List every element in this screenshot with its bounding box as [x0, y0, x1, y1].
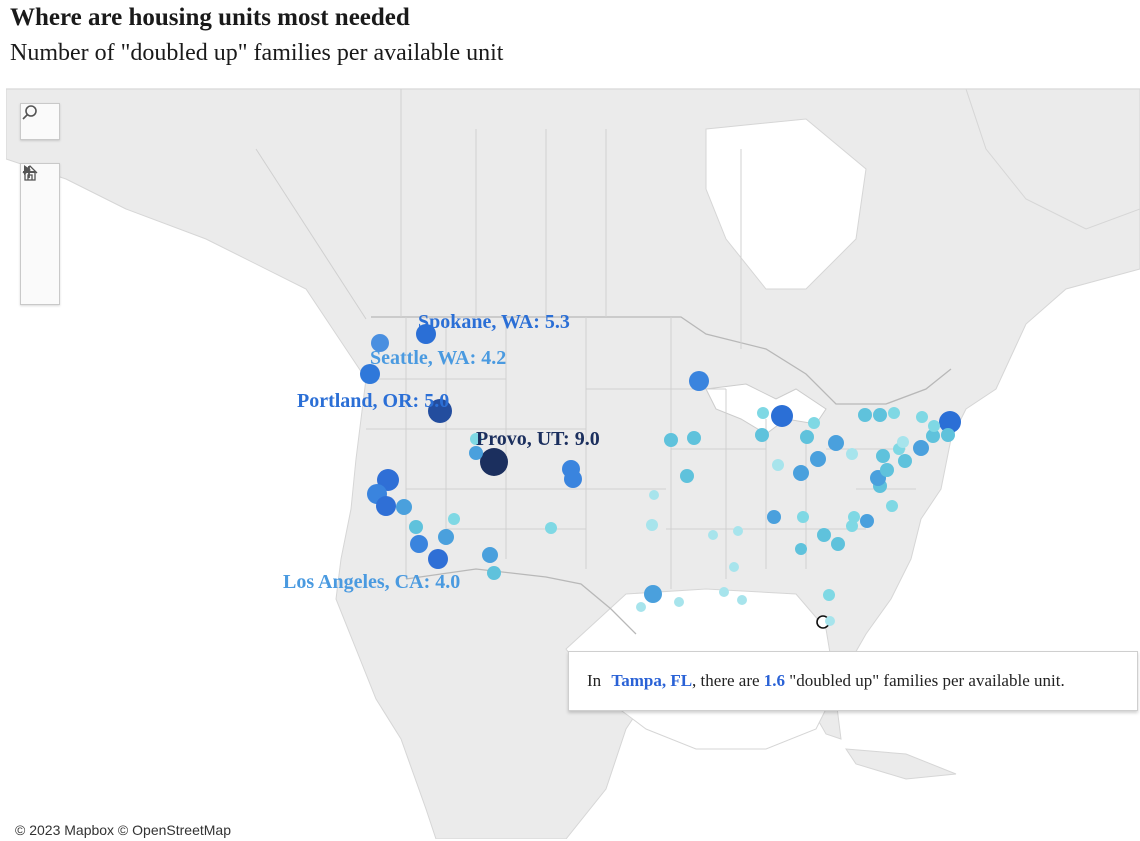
- marker-ca-3: [376, 496, 396, 516]
- marker-va-3: [897, 436, 909, 448]
- marker-ok: [646, 519, 658, 531]
- marker-ky: [772, 459, 784, 471]
- marker-tn-2: [797, 511, 809, 523]
- marker-portland: [428, 399, 452, 423]
- label-portland: Portland, OR: 5.0: [297, 390, 450, 412]
- marker-ny-2: [873, 408, 887, 422]
- chart-subtitle: Number of "doubled up" families per avai…: [10, 40, 504, 66]
- play-arrow-icon[interactable]: [21, 165, 59, 304]
- tooltip-value: 1.6: [763, 671, 786, 690]
- tooltip-city: Tampa, FL: [611, 671, 693, 690]
- marker-tx-1: [644, 585, 662, 603]
- marker-tx-3: [674, 597, 684, 607]
- marker-al: [795, 543, 807, 555]
- marker-az-1: [482, 547, 498, 563]
- marker-co-2: [564, 470, 582, 488]
- tooltip-middle: , there are: [692, 671, 764, 690]
- map-attribution[interactable]: © 2023 Mapbox © OpenStreetMap: [12, 821, 234, 839]
- marker-nc-2: [848, 511, 860, 523]
- marker-ne-3: [808, 417, 820, 429]
- marker-va-2: [886, 500, 898, 512]
- label-provo: Provo, UT: 9.0: [476, 428, 600, 450]
- marker-wi: [689, 371, 709, 391]
- marker-fl-2: [825, 616, 835, 626]
- marker-nj: [913, 440, 929, 456]
- marker-nc-1: [860, 514, 874, 528]
- marker-ga-1: [817, 528, 831, 542]
- marker-ut-2: [469, 446, 483, 460]
- marker-mi: [771, 405, 793, 427]
- marker-ri: [928, 420, 940, 432]
- marker-ct: [926, 429, 940, 443]
- province-borders: [255, 89, 742, 349]
- tooltip-prefix: In: [587, 671, 606, 690]
- marker-in-2: [755, 428, 769, 442]
- marker-ca-6: [438, 529, 454, 545]
- marker-oh-3: [810, 451, 826, 467]
- marker-pa-1: [846, 448, 858, 460]
- marker-provo: [480, 448, 508, 476]
- label-los-angeles: Los Angeles, CA: 4.0: [283, 571, 461, 593]
- marker-oh-1: [800, 430, 814, 444]
- marker-fl-4: [737, 595, 747, 605]
- marker-ma-2: [941, 428, 955, 442]
- label-spokane: Spokane, WA: 5.3: [418, 311, 570, 333]
- marker-ny-1: [858, 408, 872, 422]
- water-hudson-bay: [705, 118, 867, 290]
- marker-ut-3: [470, 433, 482, 445]
- marker-ca-1: [377, 469, 399, 491]
- marker-ma: [939, 411, 961, 433]
- city-markers[interactable]: [360, 324, 961, 629]
- chart-title: Where are housing units most needed: [10, 4, 410, 31]
- marker-in-1: [757, 407, 769, 419]
- marker-fl-1: [823, 589, 835, 601]
- marker-az-2: [487, 566, 501, 580]
- marker-tx-2: [636, 602, 646, 612]
- border-us-canada: [371, 316, 952, 405]
- marker-spokane: [416, 324, 436, 344]
- marker-nm: [545, 522, 557, 534]
- marker-ca-4: [396, 499, 412, 515]
- marker-ms: [733, 526, 743, 536]
- label-seattle: Seattle, WA: 4.2: [370, 347, 507, 369]
- land-cuba: [845, 748, 957, 780]
- marker-ny-4: [916, 411, 928, 423]
- map-view[interactable]: © 2023 Mapbox © OpenStreetMap: [6, 88, 1140, 839]
- marker-ar: [708, 530, 718, 540]
- marker-oh-2: [828, 435, 844, 451]
- marker-pa-2: [876, 449, 890, 463]
- home-icon[interactable]: [21, 165, 59, 269]
- marker-fl-3: [729, 562, 739, 572]
- marker-la: [428, 549, 448, 569]
- map-tooltip: In Tampa, FL , there are 1.6 "doubled up…: [568, 651, 1138, 711]
- border-us-mexico: [405, 568, 637, 635]
- marker-sc: [846, 520, 858, 532]
- marker-seattle-area: [360, 364, 380, 384]
- tooltip-suffix: "doubled up" families per available unit…: [785, 671, 1065, 690]
- marker-ks: [649, 490, 659, 500]
- marker-nv: [448, 513, 460, 525]
- marker-ny-3: [888, 407, 900, 419]
- map-zoom-controls[interactable]: [20, 163, 60, 305]
- marker-tn-1: [767, 510, 781, 524]
- search-icon[interactable]: [21, 104, 59, 139]
- marker-ne-1: [664, 433, 678, 447]
- marker-ca-7: [409, 520, 423, 534]
- marker-oh-4: [793, 465, 809, 481]
- marker-mo: [680, 469, 694, 483]
- marker-ne-2: [687, 431, 701, 445]
- marker-seattle: [371, 334, 389, 352]
- minus-icon[interactable]: [21, 171, 59, 234]
- land-greenland: [965, 89, 1140, 230]
- map-search-control[interactable]: [20, 103, 60, 140]
- marker-md: [880, 463, 894, 477]
- marker-ga-2: [831, 537, 845, 551]
- state-borders: [366, 317, 916, 589]
- marker-pa-3: [898, 454, 912, 468]
- map-canvas[interactable]: [6, 89, 1140, 839]
- marker-la-state: [719, 587, 729, 597]
- marker-ca-5: [410, 535, 428, 553]
